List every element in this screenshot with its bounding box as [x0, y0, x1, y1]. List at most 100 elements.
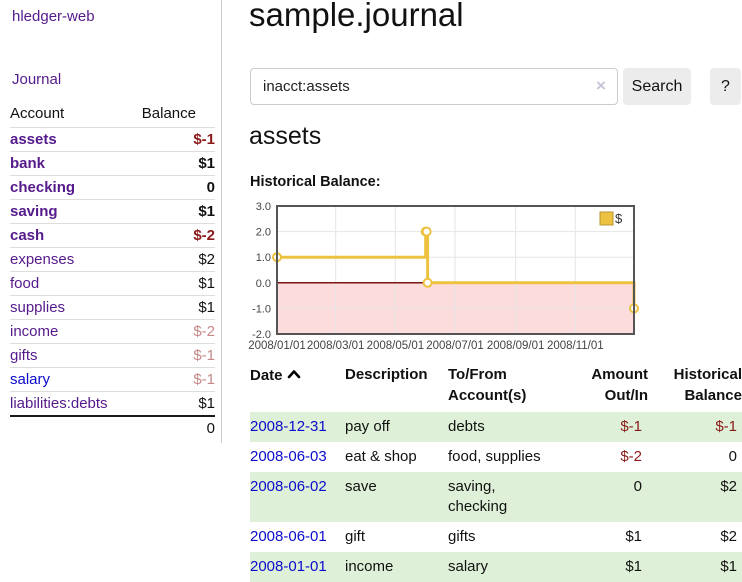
account-balance: $1 [141, 295, 215, 320]
accounts-header-row: Account Balance [10, 102, 215, 128]
sidebar-item-journal[interactable]: Journal [12, 71, 62, 88]
transaction-accounts: saving, checking [448, 478, 508, 515]
account-balance: $1 [141, 199, 215, 224]
register-table: Date Description To/From Account(s) Amou… [250, 364, 742, 582]
transaction-balance: 0 [728, 448, 737, 465]
account-balance: $-1 [141, 367, 215, 392]
register-header-balance: Historical Balance [673, 366, 742, 404]
accounts-header-account: Account [10, 105, 65, 122]
account-link-liabilities-debts[interactable]: liabilities:debts [10, 395, 108, 412]
chart-x-tick-label: 2008/03/01 [307, 340, 365, 352]
transaction-amount: $1 [625, 558, 642, 575]
app-brand-link[interactable]: hledger-web [12, 8, 95, 25]
account-link-cash[interactable]: cash [10, 227, 45, 244]
transaction-date-link[interactable]: 2008-12-31 [250, 418, 327, 435]
accounts-total-value: 0 [141, 415, 215, 440]
account-row: bank $1 [10, 151, 215, 176]
account-link-bank[interactable]: bank [10, 155, 46, 172]
account-link-checking[interactable]: checking [10, 179, 76, 196]
account-link-expenses[interactable]: expenses [10, 251, 75, 268]
chart-y-tick-label: 2.0 [256, 227, 271, 239]
chart-border [276, 205, 635, 335]
chart-x-tick-label: 2008/01/01 [248, 340, 306, 352]
transaction-amount: 0 [633, 478, 642, 495]
transaction-accounts: debts [448, 418, 485, 435]
transaction-balance: $2 [720, 478, 737, 495]
register-header-description: Description [345, 366, 428, 383]
clear-search-icon[interactable]: × [596, 76, 606, 95]
register-row: 2008-06-03 eat & shop food, supplies $-2 0 [250, 442, 742, 472]
transaction-date-link[interactable]: 2008-01-01 [250, 558, 327, 575]
chart-y-tick-label: 0.0 [256, 278, 271, 290]
account-row: liabilities:debts $1 [10, 391, 215, 416]
chart-data-point [421, 226, 432, 237]
transaction-balance: $2 [720, 528, 737, 545]
accounts-total-spacer [10, 415, 142, 440]
chart-y-tick-label: -2.0 [252, 329, 271, 341]
search-button[interactable]: Search [623, 68, 691, 105]
register-tbody: 2008-12-31 pay off debts $-1 $-1 2008-06-03 ea… [250, 412, 742, 582]
account-balance: $1 [141, 391, 215, 416]
transaction-amount: $1 [625, 528, 642, 545]
account-heading: assets [249, 122, 322, 150]
accounts-total-row: 0 [10, 415, 215, 440]
transaction-date-link[interactable]: 2008-06-01 [250, 528, 327, 545]
account-balance: $-1 [141, 127, 215, 152]
account-balance: $1 [141, 271, 215, 296]
account-link-assets[interactable]: assets [10, 131, 57, 148]
account-row: checking 0 [10, 175, 215, 200]
accounts-table: Account Balance assets $-1 bank $1 checking 0… [10, 102, 215, 440]
transaction-description: gift [345, 528, 366, 545]
register-header-date[interactable]: Date [250, 364, 345, 412]
transaction-description: pay off [345, 418, 390, 435]
search-input[interactable] [250, 68, 618, 105]
transaction-date-link[interactable]: 2008-06-03 [250, 448, 327, 465]
register-row: 2008-12-31 pay off debts $-1 $-1 [250, 412, 742, 442]
register-header-accounts: To/From Account(s) [448, 366, 527, 404]
account-row: assets $-1 [10, 127, 215, 152]
chart-x-tick-label: 2008/05/01 [367, 340, 425, 352]
account-link-food[interactable]: food [10, 275, 40, 292]
chart-legend-swatch [599, 211, 614, 226]
transaction-balance: $-1 [715, 418, 737, 435]
transaction-amount: $-2 [620, 448, 642, 465]
account-row: gifts $-1 [10, 343, 215, 368]
account-link-gifts[interactable]: gifts [10, 347, 38, 364]
register-header-row: Date Description To/From Account(s) Amou… [250, 364, 742, 412]
account-link-supplies[interactable]: supplies [10, 299, 66, 316]
transaction-description: income [345, 558, 394, 575]
page-title: sample.journal [249, 0, 464, 33]
chart-title: Historical Balance: [250, 174, 381, 190]
chart-legend-label: $ [615, 211, 623, 226]
balance-chart: $3.0 2.0 1.0 0.0 -1.0 -2.0 2008/01/01 2008/03/0… [245, 198, 742, 354]
chart-y-tick-label: 3.0 [256, 201, 271, 213]
account-row: income $-2 [10, 319, 215, 344]
account-row: food $1 [10, 271, 215, 296]
account-row: saving $1 [10, 199, 215, 224]
sort-ascending-icon [287, 364, 301, 385]
sidebar: hledger-web Journal Account Balance asse… [0, 0, 222, 443]
register-header-amount: Amount Out/In [591, 366, 648, 404]
account-link-income[interactable]: income [10, 323, 59, 340]
accounts-header-balance: Balance [141, 105, 196, 122]
account-link-salary[interactable]: salary [10, 371, 51, 388]
help-button[interactable]: ? [710, 68, 741, 105]
transaction-amount: $-1 [620, 418, 642, 435]
chart-y-tick-label: -1.0 [252, 303, 271, 315]
account-balance: $-1 [141, 343, 215, 368]
accounts-tbody: assets $-1 bank $1 checking 0 saving $1 cash $-2 e… [10, 127, 215, 416]
chart-x-tick-label: 2008/07/01 [426, 340, 484, 352]
transaction-balance: $1 [720, 558, 737, 575]
account-row: expenses $2 [10, 247, 215, 272]
account-link-saving[interactable]: saving [10, 203, 58, 220]
transaction-date-link[interactable]: 2008-06-02 [250, 478, 327, 495]
account-row: supplies $1 [10, 295, 215, 320]
account-row: salary $-1 [10, 367, 215, 392]
transaction-accounts: gifts [448, 528, 476, 545]
account-balance: $-2 [141, 223, 215, 248]
register-row: 2008-06-02 save saving, checking 0 $2 [250, 472, 742, 522]
account-row: cash $-2 [10, 223, 215, 248]
chart-y-tick-label: 1.0 [256, 252, 271, 264]
register-row: 2008-06-01 gift gifts $1 $2 [250, 522, 742, 552]
